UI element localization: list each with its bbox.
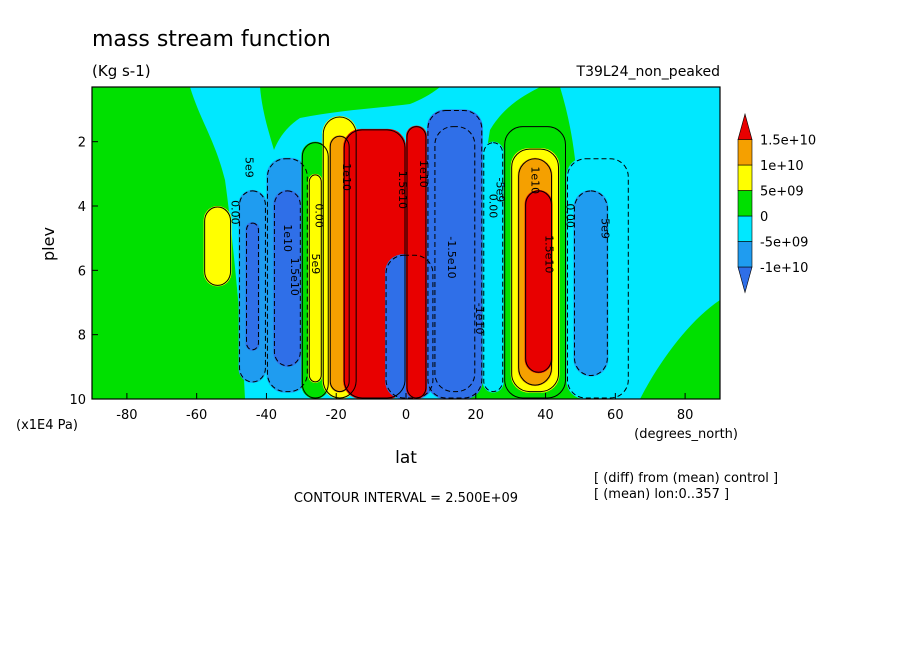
contour-label: -1.5e10: [445, 236, 458, 278]
x-tick-label: 20: [468, 408, 485, 423]
contour-labels: 0.00 5e9 1e10 1.5e10 0.00 5e9 1e10 1.5e10 1e10 -1…: [229, 157, 612, 334]
y-axis-label: plev: [39, 227, 58, 261]
contour-label: 1e10: [529, 166, 542, 194]
contour-line: [573, 190, 608, 376]
diff-note: [ (diff) from (mean) control ]: [594, 471, 778, 486]
contour-cell: [308, 173, 323, 383]
chart-units: (Kg s-1): [92, 62, 151, 80]
x-tick-label: -60: [186, 408, 207, 423]
contour-line: [511, 148, 560, 393]
contour-line: [504, 126, 566, 399]
colorbar-segment: [737, 241, 753, 268]
colorbar-segment: [737, 139, 753, 166]
contour-label: -1e10: [473, 303, 486, 335]
contour-cell: [406, 125, 427, 399]
run-label: T39L24_non_peaked: [576, 64, 720, 80]
contour-label: 1e10: [281, 224, 294, 252]
contour-line: [246, 222, 259, 351]
x-tick-label: 60: [607, 408, 624, 423]
colorbar-label: 5e+09: [760, 185, 804, 200]
x-axis-label: lat: [395, 448, 417, 468]
y-axis-units: (x1E4 Pa): [16, 418, 78, 433]
contour-cell: [203, 206, 232, 287]
colorbar-segment: [737, 190, 753, 217]
y-tick-label: 2: [78, 136, 86, 151]
contour-line: [434, 126, 476, 393]
y-tick-label: 10: [69, 393, 86, 408]
x-tick-label: 0: [402, 408, 410, 423]
x-tick-label: -80: [116, 408, 137, 423]
y-tick-label: 4: [78, 200, 86, 215]
x-axis: -80 -60 -40 -20 0 20 40 60 80: [116, 393, 693, 423]
contour-cell: [524, 189, 553, 374]
contour-line: [427, 110, 483, 399]
colorbar: 1.5e+10 1e+10 5e+09 0 -5e+09 -1e+10: [737, 112, 816, 294]
x-axis-units: (degrees_north): [634, 427, 738, 442]
colorbar-label: 1.5e+10: [760, 134, 816, 149]
contour-cell: [245, 222, 260, 351]
contour-label: 5e9: [243, 157, 256, 178]
contour-cell: [482, 141, 504, 393]
x-tick-label: -20: [326, 408, 347, 423]
x-tick-label: 80: [677, 408, 694, 423]
contour-line: [322, 116, 357, 399]
contour-line: [566, 158, 629, 399]
colorbar-label: 0: [760, 210, 768, 225]
colorbar-label: -5e+09: [760, 236, 808, 251]
contour-label: 5e9: [598, 218, 611, 239]
contour-line: [204, 206, 232, 286]
contour-line: [525, 190, 553, 373]
contour-line: [239, 190, 266, 383]
positive-region-lower-right: [640, 300, 720, 399]
cell-layer: [203, 109, 630, 399]
contour-label: 1e10: [340, 163, 353, 191]
contour-label: 1.5e10: [543, 235, 556, 273]
contour-line: [329, 135, 350, 393]
contour-label: 0.00: [487, 194, 500, 219]
contour-label: 0.00: [312, 203, 325, 228]
contour-label: 1.5e10: [288, 258, 301, 296]
contour-line: [406, 126, 427, 399]
contour-line: [273, 190, 301, 367]
contour-label: 0.00: [563, 203, 576, 228]
contour-label: 5e9: [309, 254, 322, 275]
positive-region-upper: [260, 87, 440, 150]
positive-region-left: [92, 87, 245, 399]
contour-line: [301, 142, 329, 399]
chart-title: mass stream function: [92, 27, 331, 52]
contour-label: 1.5e10: [396, 171, 409, 209]
y-axis: 2 4 6 8 10: [69, 136, 98, 408]
contour-line: [385, 254, 434, 399]
contour-lines: [204, 110, 629, 399]
colorbar-label: -1e+10: [760, 261, 808, 276]
contour-cell: [273, 189, 302, 367]
contour-cell: [573, 189, 609, 377]
contour-cell: [433, 125, 476, 393]
contour-line: [308, 174, 322, 383]
contour-label: 0.00: [229, 200, 242, 225]
contour-line: [266, 158, 308, 393]
y-tick-label: 6: [78, 264, 86, 279]
colorbar-label: 1e+10: [760, 159, 804, 174]
colorbar-segment: [737, 215, 753, 242]
y-tick-label: 8: [78, 329, 86, 344]
contour-interval: CONTOUR INTERVAL = 2.500E+09: [294, 491, 518, 506]
plot-area: [92, 87, 720, 399]
mean-note: [ (mean) lon:0..357 ]: [594, 487, 729, 502]
x-tick-label: -40: [256, 408, 277, 423]
colorbar-segment: [737, 164, 753, 191]
x-tick-label: 40: [537, 408, 554, 423]
contour-label: 1e10: [417, 160, 430, 188]
contour-label: -5e9: [494, 178, 507, 203]
colorbar-segment: [737, 266, 753, 294]
contour-line: [343, 129, 406, 399]
colorbar-segment: [737, 112, 753, 140]
contour-line: [483, 142, 504, 393]
